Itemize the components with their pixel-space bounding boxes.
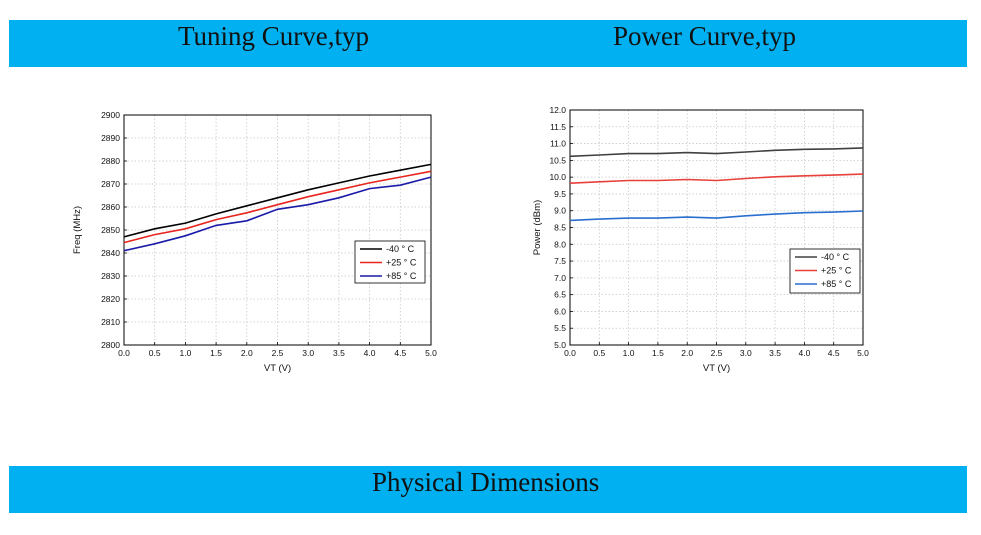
- x-tick-label: 3.0: [740, 348, 752, 358]
- legend-label: -40 ° C: [821, 252, 850, 262]
- series-line-2: [569, 173, 864, 184]
- x-tick-label: 4.5: [828, 348, 840, 358]
- y-tick-label: 11.0: [550, 139, 566, 149]
- y-tick-label: 2810: [101, 317, 120, 327]
- power-curve-chart: 0.0 0.5 1.0 1.5 2.0 2.5 3.0 3.5 4.0 4.5 5.0 5.0 5.5 6…: [532, 105, 869, 374]
- y-tick-label: 8.0: [554, 239, 566, 249]
- x-tick-label: 2.5: [272, 348, 284, 358]
- series-line-1: [123, 163, 432, 238]
- y-tick-label: 2830: [101, 271, 120, 281]
- x-tick-label: 1.5: [210, 348, 222, 358]
- y-tick-label: 2860: [101, 202, 120, 212]
- x-tick-label: 3.5: [333, 348, 345, 358]
- x-tick-label: 3.5: [769, 348, 781, 358]
- legend-label: +25 ° C: [821, 266, 852, 276]
- series-line-2: [123, 170, 432, 244]
- y-tick-label: 9.5: [554, 189, 566, 199]
- y-tick-label: 5.5: [554, 323, 566, 333]
- physical-dimensions-title: Physical Dimensions: [372, 467, 600, 497]
- series-line-1: [569, 147, 864, 158]
- y-tick-label: 2820: [101, 294, 120, 304]
- y-tick-label: 2800: [101, 340, 120, 350]
- legend-label: -40 ° C: [386, 244, 415, 254]
- x-tick-label: 5.0: [857, 348, 869, 358]
- y-tick-label: 12.0: [549, 105, 566, 115]
- y-tick-label: 7.5: [554, 256, 566, 266]
- x-tick-label: 4.5: [394, 348, 406, 358]
- x-tick-label: 0.5: [149, 348, 161, 358]
- y-tick-label: 6.5: [554, 290, 566, 300]
- x-tick-label: 1.5: [652, 348, 664, 358]
- x-tick-label: 1.0: [623, 348, 635, 358]
- tuning-curve-chart: 0.0 0.5 1.0 1.5 2.0 2.5 3.0 3.5 4.0 4.5 5.0 2800 281…: [72, 110, 437, 374]
- x-tick-label: 2.0: [241, 348, 253, 358]
- y-tick-label: 5.0: [554, 340, 566, 350]
- y-tick-label: 9.0: [554, 206, 566, 216]
- y-tick-label: 2900: [101, 110, 120, 120]
- section-header-band: [9, 20, 967, 67]
- x-tick-label: 2.5: [711, 348, 723, 358]
- x-tick-label: 0.0: [118, 348, 130, 358]
- x-tick-label: 2.0: [681, 348, 693, 358]
- y-tick-label: 2890: [101, 133, 120, 143]
- legend-label: +85 ° C: [386, 271, 417, 281]
- y-tick-label: 7.0: [554, 273, 566, 283]
- y-tick-label: 10.0: [549, 172, 566, 182]
- y-tick-label: 10.5: [549, 155, 566, 165]
- y-tick-label: 6.0: [554, 306, 566, 316]
- x-tick-label: 0.5: [593, 348, 605, 358]
- power-curve-title: Power Curve,typ: [613, 21, 796, 51]
- legend-label: +25 ° C: [386, 258, 417, 268]
- y-tick-label: 2880: [101, 156, 120, 166]
- series-line-3: [123, 176, 432, 252]
- series-line-3: [569, 210, 864, 222]
- x-tick-label: 5.0: [425, 348, 437, 358]
- y-axis-label: Freq (MHz): [72, 206, 83, 254]
- y-tick-label: 11.5: [550, 122, 566, 132]
- y-tick-label: 2850: [101, 225, 120, 235]
- x-tick-label: 1.0: [179, 348, 191, 358]
- x-tick-label: 4.0: [798, 348, 810, 358]
- x-axis-label: VT (V): [264, 363, 291, 374]
- physical-dimensions-band: [9, 466, 967, 513]
- tuning-curve-title: Tuning Curve,typ: [178, 21, 370, 51]
- y-tick-label: 2840: [101, 248, 120, 258]
- y-tick-label: 2870: [101, 179, 120, 189]
- legend-label: +85 ° C: [821, 279, 852, 289]
- x-axis-label: VT (V): [703, 363, 730, 374]
- x-tick-label: 3.0: [302, 348, 314, 358]
- x-tick-label: 0.0: [564, 348, 576, 358]
- y-axis-label: Power (dBm): [532, 200, 543, 255]
- y-tick-label: 8.5: [554, 223, 566, 233]
- x-tick-label: 4.0: [364, 348, 376, 358]
